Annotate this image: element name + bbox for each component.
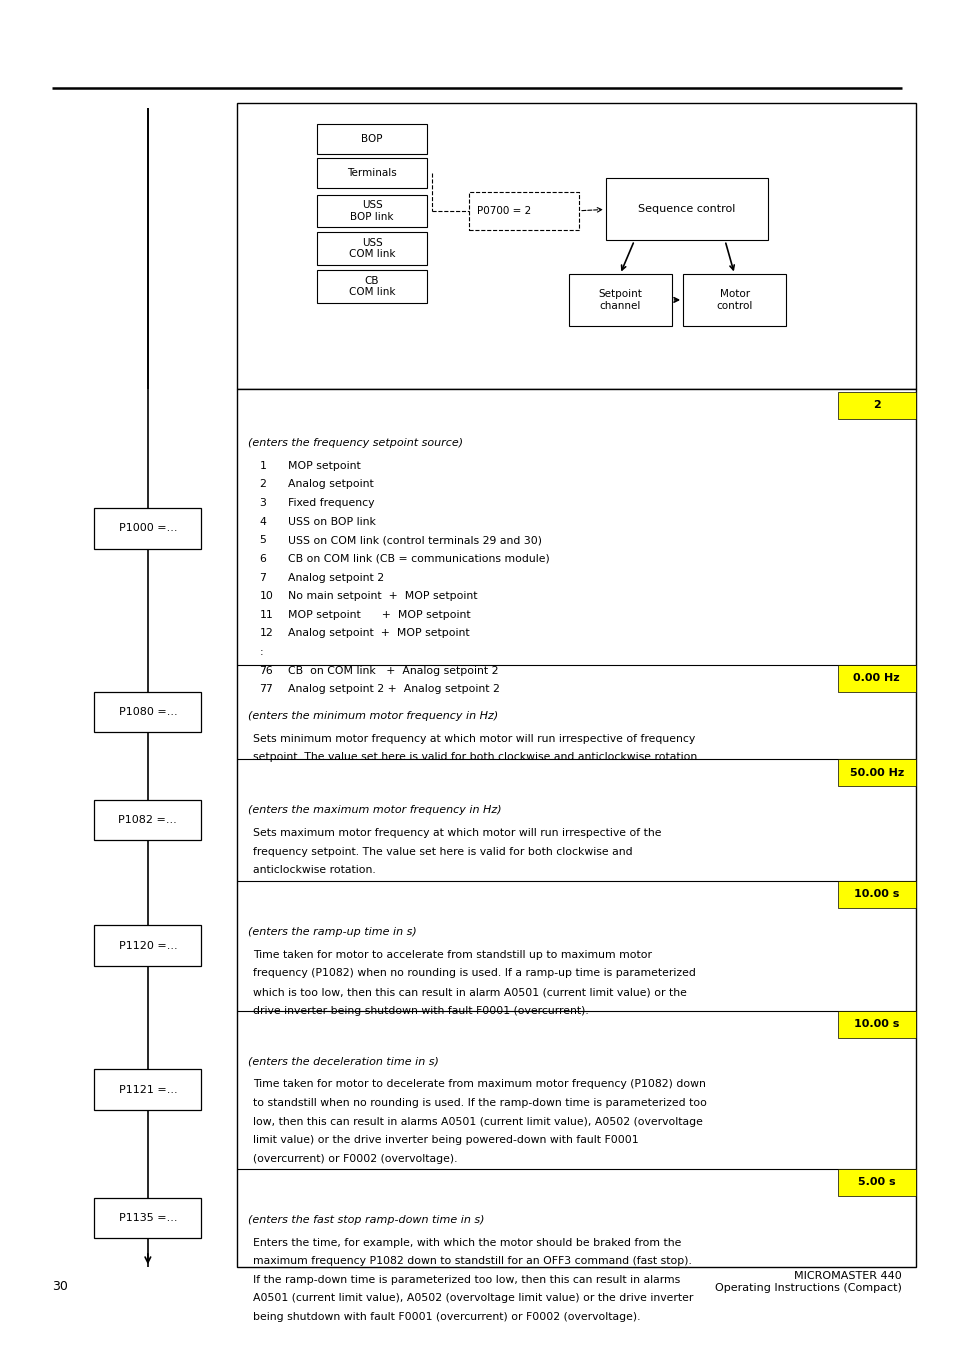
Text: Analog setpoint  +  MOP setpoint: Analog setpoint + MOP setpoint bbox=[288, 628, 469, 639]
Text: Analog setpoint 2: Analog setpoint 2 bbox=[288, 573, 384, 582]
Text: 2: 2 bbox=[259, 480, 266, 489]
Text: which is too low, then this can result in alarm A0501 (current limit value) or t: which is too low, then this can result i… bbox=[253, 988, 686, 997]
Text: 77: 77 bbox=[259, 685, 273, 694]
Bar bbox=[837, 1011, 915, 1038]
Bar bbox=[236, 103, 915, 389]
Text: 50.00 Hz: 50.00 Hz bbox=[849, 767, 902, 778]
Text: being shutdown with fault F0001 (overcurrent) or F0002 (overvoltage).: being shutdown with fault F0001 (overcur… bbox=[253, 1312, 639, 1323]
Bar bbox=[94, 1070, 201, 1111]
Text: Analog setpoint 2 +  Analog setpoint 2: Analog setpoint 2 + Analog setpoint 2 bbox=[288, 685, 499, 694]
Bar bbox=[316, 195, 427, 227]
Bar bbox=[316, 270, 427, 303]
Text: USS
BOP link: USS BOP link bbox=[350, 200, 394, 222]
Text: Sets minimum motor frequency at which motor will run irrespective of frequency: Sets minimum motor frequency at which mo… bbox=[253, 734, 695, 743]
Text: (enters the frequency setpoint source): (enters the frequency setpoint source) bbox=[248, 438, 462, 447]
Bar bbox=[94, 800, 201, 840]
Text: 3: 3 bbox=[259, 499, 266, 508]
Text: 7: 7 bbox=[259, 573, 266, 582]
Text: P1082 =...: P1082 =... bbox=[118, 815, 177, 825]
Text: Sets maximum motor frequency at which motor will run irrespective of the: Sets maximum motor frequency at which mo… bbox=[253, 828, 660, 838]
Text: 0.00 Hz: 0.00 Hz bbox=[853, 673, 899, 684]
Bar bbox=[469, 192, 578, 230]
Text: 10.00 s: 10.00 s bbox=[853, 889, 899, 900]
Bar bbox=[316, 124, 427, 154]
Text: Motor
control: Motor control bbox=[716, 289, 752, 311]
Text: No main setpoint  +  MOP setpoint: No main setpoint + MOP setpoint bbox=[288, 592, 477, 601]
Text: MOP setpoint      +  MOP setpoint: MOP setpoint + MOP setpoint bbox=[288, 609, 470, 620]
Text: USS
COM link: USS COM link bbox=[349, 238, 395, 259]
Text: 11: 11 bbox=[259, 609, 273, 620]
Text: P1120 =...: P1120 =... bbox=[118, 940, 177, 951]
Text: setpoint. The value set here is valid for both clockwise and anticlockwise rotat: setpoint. The value set here is valid fo… bbox=[253, 753, 700, 762]
Text: BOP: BOP bbox=[361, 134, 382, 145]
Text: P1121 =...: P1121 =... bbox=[118, 1085, 177, 1094]
Text: 4: 4 bbox=[259, 516, 266, 527]
Text: frequency setpoint. The value set here is valid for both clockwise and: frequency setpoint. The value set here i… bbox=[253, 847, 632, 857]
Bar bbox=[316, 232, 427, 265]
Text: CB
COM link: CB COM link bbox=[349, 276, 395, 297]
Text: maximum frequency P1082 down to standstill for an OFF3 command (fast stop).: maximum frequency P1082 down to standsti… bbox=[253, 1256, 691, 1266]
Text: low, then this can result in alarms A0501 (current limit value), A0502 (overvolt: low, then this can result in alarms A050… bbox=[253, 1117, 702, 1127]
Text: P1135 =...: P1135 =... bbox=[118, 1213, 177, 1223]
Text: P1000 =...: P1000 =... bbox=[118, 523, 177, 534]
Text: anticlockwise rotation.: anticlockwise rotation. bbox=[253, 866, 375, 875]
Text: (enters the minimum motor frequency in Hz): (enters the minimum motor frequency in H… bbox=[248, 711, 497, 720]
Text: (enters the maximum motor frequency in Hz): (enters the maximum motor frequency in H… bbox=[248, 805, 501, 815]
Text: Time taken for motor to accelerate from standstill up to maximum motor: Time taken for motor to accelerate from … bbox=[253, 950, 651, 959]
Bar bbox=[94, 1197, 201, 1238]
Text: P1080 =...: P1080 =... bbox=[118, 707, 177, 717]
Text: Terminals: Terminals bbox=[347, 168, 396, 178]
Text: Setpoint
channel: Setpoint channel bbox=[598, 289, 641, 311]
Text: to standstill when no rounding is used. If the ramp-down time is parameterized t: to standstill when no rounding is used. … bbox=[253, 1098, 706, 1108]
Text: CB  on COM link   +  Analog setpoint 2: CB on COM link + Analog setpoint 2 bbox=[288, 666, 498, 676]
Text: MICROMASTER 440
Operating Instructions (Compact): MICROMASTER 440 Operating Instructions (… bbox=[714, 1271, 901, 1293]
Bar bbox=[837, 392, 915, 419]
Text: (enters the deceleration time in s): (enters the deceleration time in s) bbox=[248, 1056, 438, 1066]
Text: 6: 6 bbox=[259, 554, 266, 563]
Text: limit value) or the drive inverter being powered-down with fault F0001: limit value) or the drive inverter being… bbox=[253, 1135, 638, 1146]
Text: (overcurrent) or F0002 (overvoltage).: (overcurrent) or F0002 (overvoltage). bbox=[253, 1154, 456, 1165]
Text: 10: 10 bbox=[259, 592, 274, 601]
Text: 12: 12 bbox=[259, 628, 273, 639]
Text: :: : bbox=[259, 647, 263, 657]
Text: drive inverter being shutdown with fault F0001 (overcurrent).: drive inverter being shutdown with fault… bbox=[253, 1005, 588, 1016]
Text: (enters the fast stop ramp-down time in s): (enters the fast stop ramp-down time in … bbox=[248, 1215, 484, 1224]
Bar bbox=[837, 881, 915, 908]
Text: 30: 30 bbox=[52, 1279, 69, 1293]
Text: Enters the time, for example, with which the motor should be braked from the: Enters the time, for example, with which… bbox=[253, 1238, 680, 1247]
Text: P0700 = 2: P0700 = 2 bbox=[476, 205, 531, 216]
Text: 1: 1 bbox=[259, 461, 266, 470]
Text: Analog setpoint: Analog setpoint bbox=[288, 480, 374, 489]
Text: CB on COM link (CB = communications module): CB on COM link (CB = communications modu… bbox=[288, 554, 549, 563]
Bar bbox=[94, 508, 201, 549]
Text: USS on COM link (control terminals 29 and 30): USS on COM link (control terminals 29 an… bbox=[288, 535, 541, 546]
Text: (enters the ramp-up time in s): (enters the ramp-up time in s) bbox=[248, 927, 416, 936]
Bar bbox=[605, 178, 767, 240]
Text: Fixed frequency: Fixed frequency bbox=[288, 499, 375, 508]
Bar bbox=[94, 692, 201, 732]
Text: Sequence control: Sequence control bbox=[638, 204, 735, 215]
Text: 10.00 s: 10.00 s bbox=[853, 1019, 899, 1029]
Bar bbox=[236, 389, 915, 1267]
Text: MOP setpoint: MOP setpoint bbox=[288, 461, 360, 470]
Text: USS on BOP link: USS on BOP link bbox=[288, 516, 375, 527]
Text: A0501 (current limit value), A0502 (overvoltage limit value) or the drive invert: A0501 (current limit value), A0502 (over… bbox=[253, 1293, 693, 1304]
Bar bbox=[837, 665, 915, 692]
Bar bbox=[316, 158, 427, 188]
Bar bbox=[94, 925, 201, 966]
Text: 2: 2 bbox=[872, 400, 880, 411]
Text: 76: 76 bbox=[259, 666, 273, 676]
Text: If the ramp-down time is parameterized too low, then this can result in alarms: If the ramp-down time is parameterized t… bbox=[253, 1275, 679, 1285]
Bar bbox=[837, 1169, 915, 1196]
Text: 5.00 s: 5.00 s bbox=[857, 1177, 895, 1188]
Bar bbox=[837, 759, 915, 786]
Text: 5: 5 bbox=[259, 535, 266, 546]
Text: Time taken for motor to decelerate from maximum motor frequency (P1082) down: Time taken for motor to decelerate from … bbox=[253, 1079, 705, 1089]
Bar bbox=[682, 274, 785, 326]
Text: frequency (P1082) when no rounding is used. If a ramp-up time is parameterized: frequency (P1082) when no rounding is us… bbox=[253, 969, 695, 978]
Bar bbox=[568, 274, 671, 326]
